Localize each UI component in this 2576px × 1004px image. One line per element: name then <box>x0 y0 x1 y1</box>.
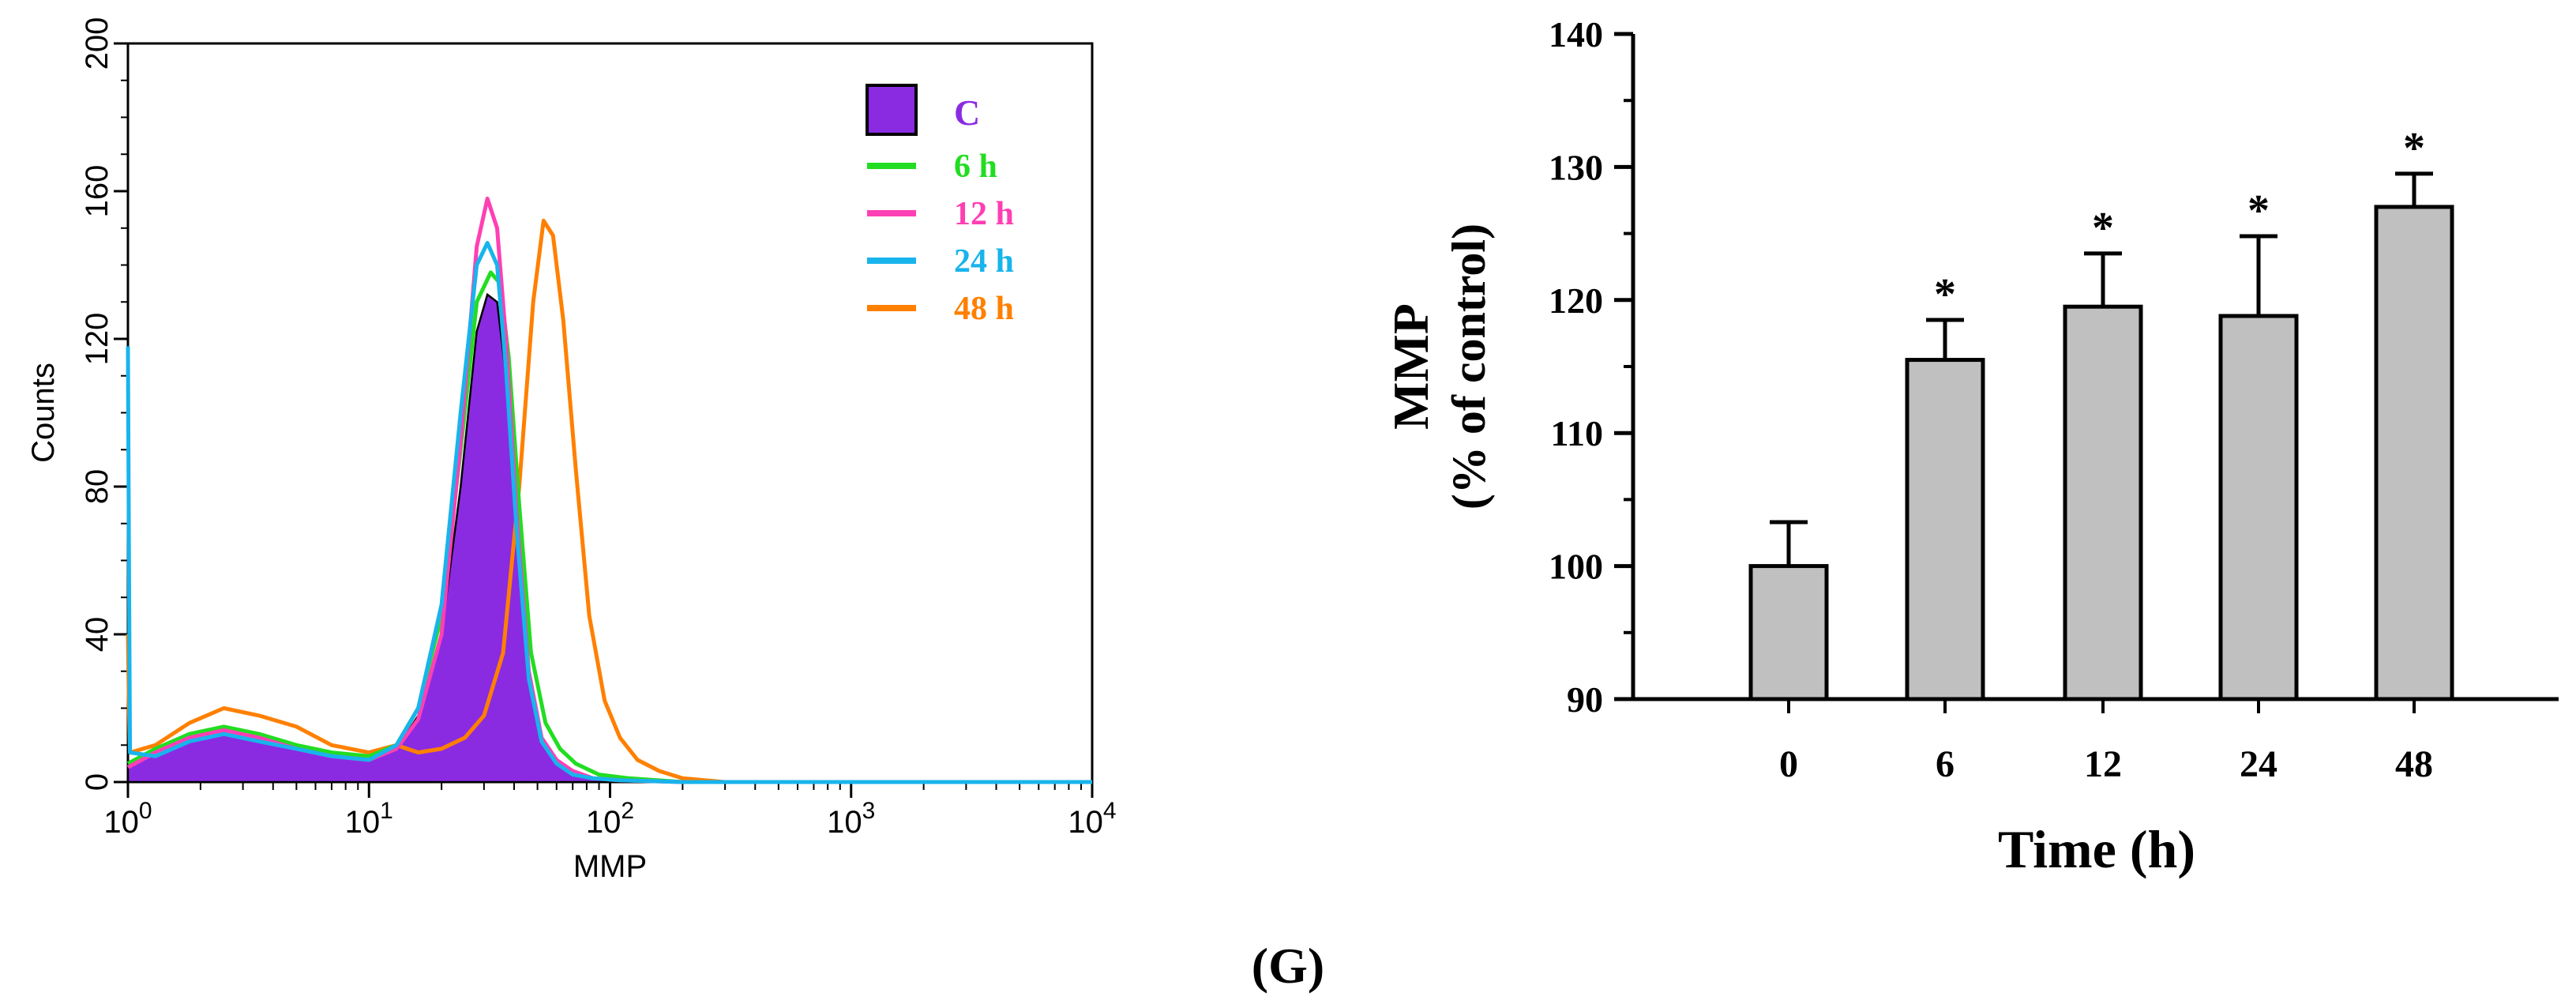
x-tick-label-0: 0 <box>1779 743 1798 785</box>
bar-24h <box>2218 314 2299 701</box>
y-tick-label: 130 <box>1549 147 1603 187</box>
flow-histogram-chart: 0 40 80 120 160 200 100 101 102 103 104 Counts MMP C 6… <box>26 17 1117 884</box>
x-tick-label-24: 24 <box>2240 743 2277 785</box>
y-axis-title: MMP <box>1383 303 1439 430</box>
significance-marker-48h: * <box>2403 124 2425 173</box>
x-tick-label: 102 <box>586 798 634 840</box>
series-12h-line <box>126 196 1092 784</box>
x-tick-label-12: 12 <box>2084 743 2122 785</box>
y-tick-label: 160 <box>80 165 115 218</box>
mmp-bar-chart: 90 100 110 120 130 140 MMP (% of control) 0 * 6 * 12… <box>1383 14 2559 879</box>
legend-label-24h: 24 h <box>954 243 1014 280</box>
significance-marker-6h: * <box>1934 270 1956 319</box>
y-tick-label: 90 <box>1567 679 1603 720</box>
bar-48h <box>2374 205 2454 701</box>
y-tick-label: 120 <box>80 313 115 366</box>
legend-label-48h: 48 h <box>954 291 1014 327</box>
x-tick-label: 101 <box>345 798 393 840</box>
x-tick-label: 103 <box>827 798 875 840</box>
legend-label-12h: 12 h <box>954 196 1014 232</box>
series-48h-line <box>126 218 1092 784</box>
x-tick-label: 104 <box>1068 798 1116 840</box>
y-tick-label: 110 <box>1551 413 1603 453</box>
significance-marker-24h: * <box>2247 186 2270 235</box>
bar-12h <box>2063 304 2143 701</box>
x-tick-label-6: 6 <box>1936 743 1955 785</box>
y-tick-label: 40 <box>80 617 115 652</box>
x-tick-label-48: 48 <box>2395 743 2433 785</box>
legend-swatch-C <box>866 84 918 136</box>
y-tick-label: 0 <box>80 773 115 791</box>
legend-label-C: C <box>954 92 980 133</box>
plot-frame <box>126 42 1094 784</box>
y-tick-label: 200 <box>80 17 115 70</box>
x-tick-label: 100 <box>103 798 152 840</box>
y-axis-subtitle: (% of control) <box>1443 224 1495 510</box>
y-axis-title: Counts <box>26 363 61 463</box>
y-tick-label: 140 <box>1549 14 1603 55</box>
bar-0h <box>1748 564 1829 701</box>
legend-label-6h: 6 h <box>954 149 997 185</box>
series-6h-line <box>126 270 1092 784</box>
x-axis-title: MMP <box>573 849 647 884</box>
bar-6h <box>1905 358 1985 701</box>
significance-marker-12h: * <box>2092 204 2114 253</box>
y-tick-label: 80 <box>80 469 115 505</box>
panel-label: (G) <box>1252 938 1324 994</box>
x-axis-title: Time (h) <box>1998 819 2195 879</box>
y-tick-label: 120 <box>1549 280 1603 321</box>
y-tick-label: 100 <box>1549 547 1603 587</box>
series-24h-line <box>126 241 1092 784</box>
